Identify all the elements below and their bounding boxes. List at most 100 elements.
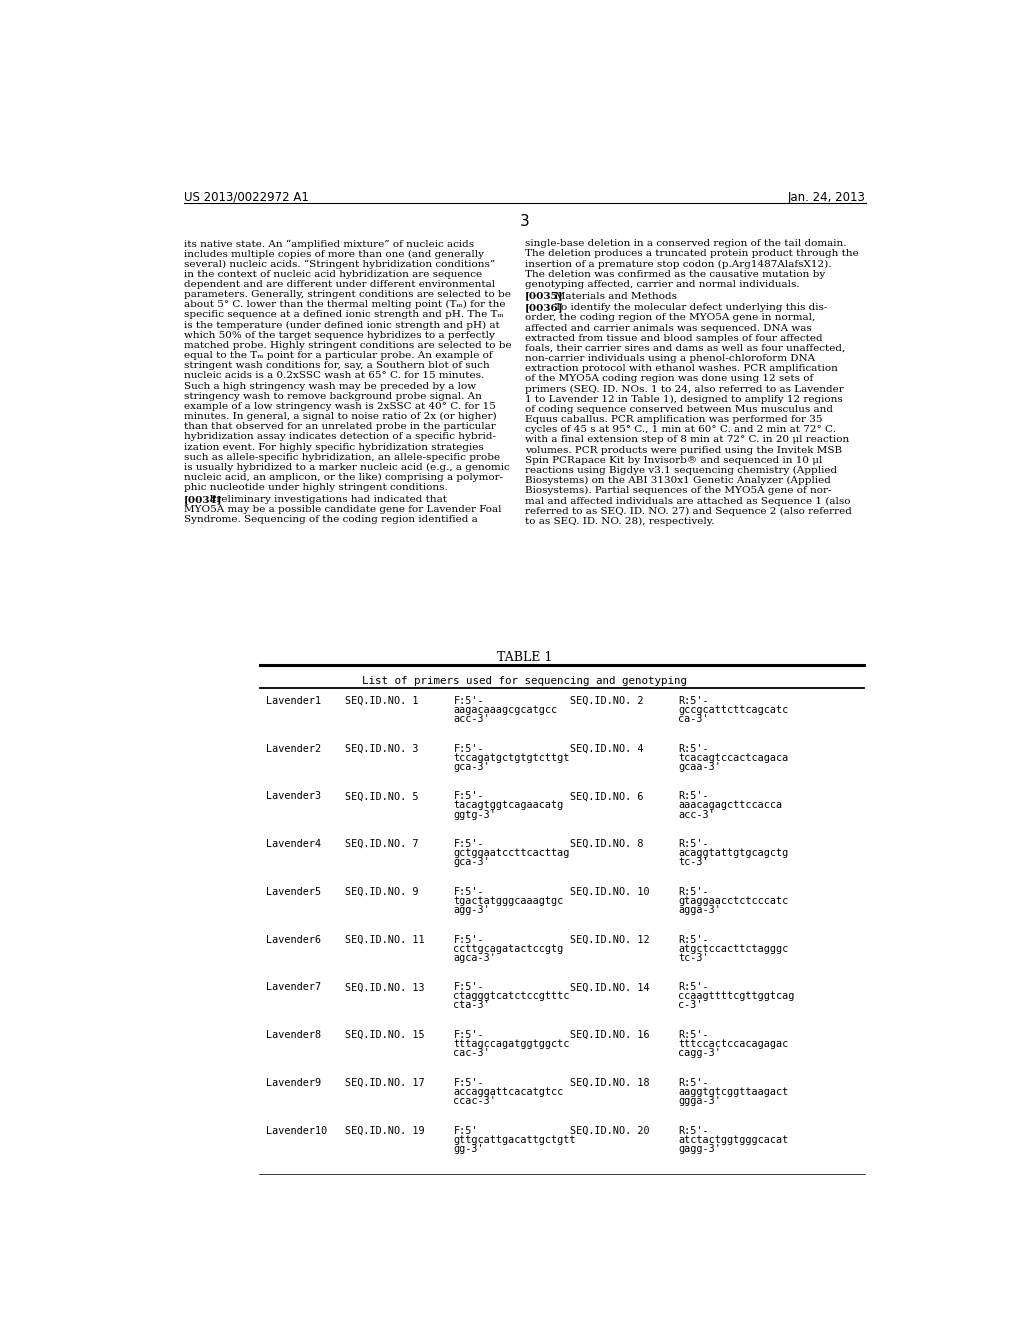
Text: SEQ.ID.NO. 1: SEQ.ID.NO. 1: [345, 696, 419, 706]
Text: cycles of 45 s at 95° C., 1 min at 60° C. and 2 min at 72° C.: cycles of 45 s at 95° C., 1 min at 60° C…: [524, 425, 836, 434]
Text: R:5'-: R:5'-: [678, 743, 709, 754]
Text: R:5'-: R:5'-: [678, 840, 709, 849]
Text: F:5'-: F:5'-: [454, 840, 484, 849]
Text: The deletion produces a truncated protein product through the: The deletion produces a truncated protei…: [524, 249, 858, 259]
Text: cac-3': cac-3': [454, 1048, 490, 1059]
Text: R:5'-: R:5'-: [678, 887, 709, 896]
Text: tccagatgctgtgtcttgt: tccagatgctgtgtcttgt: [454, 752, 570, 763]
Text: of the MYO5A coding region was done using 12 sets of: of the MYO5A coding region was done usin…: [524, 375, 813, 384]
Text: Lavender7: Lavender7: [266, 982, 322, 993]
Text: ggga-3': ggga-3': [678, 1096, 721, 1106]
Text: Spin PCRapace Kit by Invisorb® and sequenced in 10 μl: Spin PCRapace Kit by Invisorb® and seque…: [524, 455, 822, 465]
Text: stringency wash to remove background probe signal. An: stringency wash to remove background pro…: [183, 392, 481, 401]
Text: Such a high stringency wash may be preceded by a low: Such a high stringency wash may be prece…: [183, 381, 476, 391]
Text: ccttgcagatactccgtg: ccttgcagatactccgtg: [454, 944, 564, 953]
Text: single-base deletion in a conserved region of the tail domain.: single-base deletion in a conserved regi…: [524, 239, 846, 248]
Text: List of primers used for sequencing and genotyping: List of primers used for sequencing and …: [362, 676, 687, 686]
Text: to as SEQ. ID. NO. 28), respectively.: to as SEQ. ID. NO. 28), respectively.: [524, 516, 715, 525]
Text: includes multiple copies of more than one (and generally: includes multiple copies of more than on…: [183, 249, 483, 259]
Text: R:5'-: R:5'-: [678, 792, 709, 801]
Text: gca-3': gca-3': [454, 762, 490, 772]
Text: F:5'-: F:5'-: [454, 982, 484, 993]
Text: R:5'-: R:5'-: [678, 1030, 709, 1040]
Text: tcacagtccactcagaca: tcacagtccactcagaca: [678, 752, 788, 763]
Text: SEQ.ID.NO. 11: SEQ.ID.NO. 11: [345, 935, 425, 945]
Text: SEQ.ID.NO. 13: SEQ.ID.NO. 13: [345, 982, 425, 993]
Text: gca-3': gca-3': [454, 857, 490, 867]
Text: acaggtattgtgcagctg: acaggtattgtgcagctg: [678, 849, 788, 858]
Text: acc-3': acc-3': [678, 809, 715, 820]
Text: stringent wash conditions for, say, a Southern blot of such: stringent wash conditions for, say, a So…: [183, 362, 489, 370]
Text: non-carrier individuals using a phenol-chloroform DNA: non-carrier individuals using a phenol-c…: [524, 354, 815, 363]
Text: ccac-3': ccac-3': [454, 1096, 497, 1106]
Text: phic nucleotide under highly stringent conditions.: phic nucleotide under highly stringent c…: [183, 483, 447, 492]
Text: SEQ.ID.NO. 16: SEQ.ID.NO. 16: [569, 1030, 649, 1040]
Text: tc-3': tc-3': [678, 953, 709, 962]
Text: gctggaatccttcacttag: gctggaatccttcacttag: [454, 849, 570, 858]
Text: agca-3': agca-3': [454, 953, 497, 962]
Text: The deletion was confirmed as the causative mutation by: The deletion was confirmed as the causat…: [524, 269, 825, 279]
Text: 1 to Lavender 12 in Table 1), designed to amplify 12 regions: 1 to Lavender 12 in Table 1), designed t…: [524, 395, 843, 404]
Text: Lavender1: Lavender1: [266, 696, 322, 706]
Text: F:5'-: F:5'-: [454, 792, 484, 801]
Text: ca-3': ca-3': [678, 714, 709, 725]
Text: SEQ.ID.NO. 3: SEQ.ID.NO. 3: [345, 743, 419, 754]
Text: R:5'-: R:5'-: [678, 982, 709, 993]
Text: SEQ.ID.NO. 9: SEQ.ID.NO. 9: [345, 887, 419, 896]
Text: nucleic acids is a 0.2xSSC wash at 65° C. for 15 minutes.: nucleic acids is a 0.2xSSC wash at 65° C…: [183, 371, 484, 380]
Text: Lavender10: Lavender10: [266, 1126, 328, 1135]
Text: R:5'-: R:5'-: [678, 935, 709, 945]
Text: tttccactccacagagac: tttccactccacagagac: [678, 1039, 788, 1049]
Text: cagg-3': cagg-3': [678, 1048, 721, 1059]
Text: mal and affected individuals are attached as Sequence 1 (also: mal and affected individuals are attache…: [524, 496, 850, 506]
Text: Materials and Methods: Materials and Methods: [545, 292, 677, 301]
Text: SEQ.ID.NO. 14: SEQ.ID.NO. 14: [569, 982, 649, 993]
Text: F:5'-: F:5'-: [454, 696, 484, 706]
Text: aagacaaagcgcatgcc: aagacaaagcgcatgcc: [454, 705, 558, 715]
Text: insertion of a premature stop codon (p.Arg1487AlafsX12).: insertion of a premature stop codon (p.A…: [524, 260, 831, 269]
Text: F:5'-: F:5'-: [454, 887, 484, 896]
Text: SEQ.ID.NO. 5: SEQ.ID.NO. 5: [345, 792, 419, 801]
Text: its native state. An “amplified mixture” of nucleic acids: its native state. An “amplified mixture”…: [183, 239, 474, 248]
Text: 3: 3: [520, 214, 529, 228]
Text: ggtg-3': ggtg-3': [454, 809, 497, 820]
Text: TABLE 1: TABLE 1: [497, 651, 553, 664]
Text: several) nucleic acids. “Stringent hybridization conditions”: several) nucleic acids. “Stringent hybri…: [183, 260, 495, 269]
Text: affected and carrier animals was sequenced. DNA was: affected and carrier animals was sequenc…: [524, 323, 812, 333]
Text: which 50% of the target sequence hybridizes to a perfectly: which 50% of the target sequence hybridi…: [183, 331, 495, 339]
Text: Jan. 24, 2013: Jan. 24, 2013: [787, 191, 866, 203]
Text: To identify the molecular defect underlying this dis-: To identify the molecular defect underly…: [545, 304, 827, 313]
Text: SEQ.ID.NO. 4: SEQ.ID.NO. 4: [569, 743, 643, 754]
Text: nucleic acid, an amplicon, or the like) comprising a polymor-: nucleic acid, an amplicon, or the like) …: [183, 473, 503, 482]
Text: F:5'-: F:5'-: [454, 743, 484, 754]
Text: F:5'-: F:5'-: [454, 1030, 484, 1040]
Text: is usually hybridized to a marker nucleic acid (e.g., a genomic: is usually hybridized to a marker nuclei…: [183, 463, 510, 473]
Text: about 5° C. lower than the thermal melting point (Tₘ) for the: about 5° C. lower than the thermal melti…: [183, 300, 505, 309]
Text: MYO5A may be a possible candidate gene for Lavender Foal: MYO5A may be a possible candidate gene f…: [183, 506, 502, 513]
Text: SEQ.ID.NO. 20: SEQ.ID.NO. 20: [569, 1126, 649, 1135]
Text: R:5'-: R:5'-: [678, 1126, 709, 1135]
Text: F:5'-: F:5'-: [454, 935, 484, 945]
Text: SEQ.ID.NO. 17: SEQ.ID.NO. 17: [345, 1077, 425, 1088]
Text: dependent and are different under different environmental: dependent and are different under differ…: [183, 280, 495, 289]
Text: of coding sequence conserved between Mus musculus and: of coding sequence conserved between Mus…: [524, 405, 833, 414]
Text: F:5': F:5': [454, 1126, 478, 1135]
Text: parameters. Generally, stringent conditions are selected to be: parameters. Generally, stringent conditi…: [183, 290, 511, 300]
Text: than that observed for an unrelated probe in the particular: than that observed for an unrelated prob…: [183, 422, 496, 432]
Text: Lavender9: Lavender9: [266, 1077, 322, 1088]
Text: gagg-3': gagg-3': [678, 1143, 721, 1154]
Text: ctagggtcatctccgtttc: ctagggtcatctccgtttc: [454, 991, 570, 1002]
Text: [0035]: [0035]: [524, 292, 563, 301]
Text: gccgcattcttcagcatc: gccgcattcttcagcatc: [678, 705, 788, 715]
Text: with a final extension step of 8 min at 72° C. in 20 μl reaction: with a final extension step of 8 min at …: [524, 436, 849, 445]
Text: SEQ.ID.NO. 12: SEQ.ID.NO. 12: [569, 935, 649, 945]
Text: Biosystems). Partial sequences of the MYO5A gene of nor-: Biosystems). Partial sequences of the MY…: [524, 486, 831, 495]
Text: Syndrome. Sequencing of the coding region identified a: Syndrome. Sequencing of the coding regio…: [183, 515, 477, 524]
Text: gg-3': gg-3': [454, 1143, 484, 1154]
Text: atctactggtgggcacat: atctactggtgggcacat: [678, 1135, 788, 1144]
Text: R:5'-: R:5'-: [678, 1077, 709, 1088]
Text: SEQ.ID.NO. 15: SEQ.ID.NO. 15: [345, 1030, 425, 1040]
Text: referred to as SEQ. ID. NO. 27) and Sequence 2 (also referred: referred to as SEQ. ID. NO. 27) and Sequ…: [524, 507, 852, 516]
Text: genotyping affected, carrier and normal individuals.: genotyping affected, carrier and normal …: [524, 280, 800, 289]
Text: tgactatgggcaaagtgc: tgactatgggcaaagtgc: [454, 896, 564, 906]
